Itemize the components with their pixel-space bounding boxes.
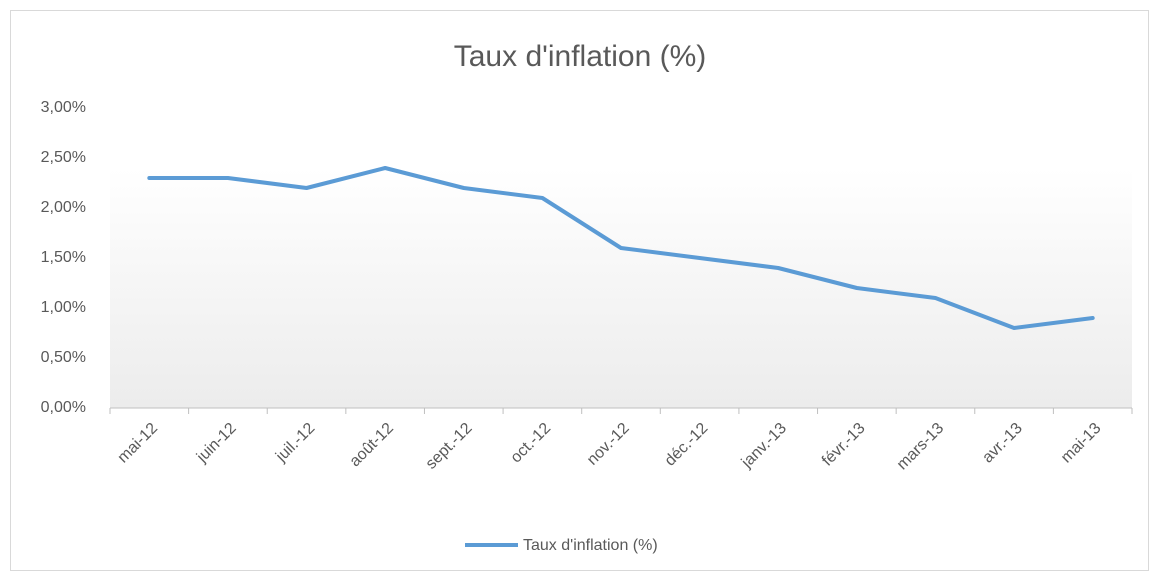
y-tick-label: 1,00% xyxy=(41,299,86,316)
chart-title: Taux d'inflation (%) xyxy=(454,40,707,73)
y-tick-label: 2,50% xyxy=(41,149,86,166)
line-series xyxy=(147,166,1095,330)
y-tick-label: 2,00% xyxy=(41,199,86,216)
legend-label: Taux d'inflation (%) xyxy=(523,537,658,554)
plot-background xyxy=(110,168,1132,408)
y-tick-label: 3,00% xyxy=(41,99,86,116)
y-tick-label: 0,50% xyxy=(41,349,86,366)
y-tick-label: 0,00% xyxy=(41,399,86,416)
y-tick-label: 1,50% xyxy=(41,249,86,266)
